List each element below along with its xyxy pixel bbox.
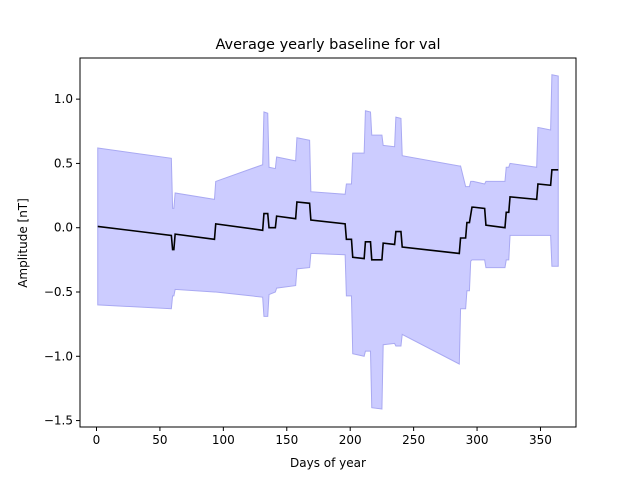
x-axis-label: Days of year <box>290 456 366 470</box>
y-tick-label: 0.5 <box>54 156 73 170</box>
y-axis-label: Amplitude [nT] <box>16 198 30 288</box>
x-tick-label: 200 <box>339 433 362 447</box>
x-tick-label: 350 <box>529 433 552 447</box>
y-tick-label: −0.5 <box>44 285 73 299</box>
x-axis: 0 50 100 150 200 250 300 350 <box>93 427 552 447</box>
axes-frame <box>79 57 577 428</box>
x-tick-label: 100 <box>212 433 235 447</box>
plot-area <box>97 74 559 410</box>
x-tick-label: 0 <box>93 433 101 447</box>
y-axis: −1.5 −1.0 −0.5 0.0 0.5 1.0 <box>44 92 80 428</box>
x-tick-label: 300 <box>466 433 489 447</box>
x-tick-label: 150 <box>275 433 298 447</box>
y-tick-label: 1.0 <box>54 92 73 106</box>
confidence-band <box>97 74 559 410</box>
y-tick-label: 0.0 <box>54 221 73 235</box>
y-tick-label: −1.0 <box>44 349 73 363</box>
chart-title: Average yearly baseline for val <box>215 37 440 53</box>
baseline-series-line <box>97 169 559 261</box>
x-tick-label: 50 <box>152 433 167 447</box>
x-tick-label: 250 <box>402 433 425 447</box>
y-tick-label: −1.5 <box>44 414 73 428</box>
